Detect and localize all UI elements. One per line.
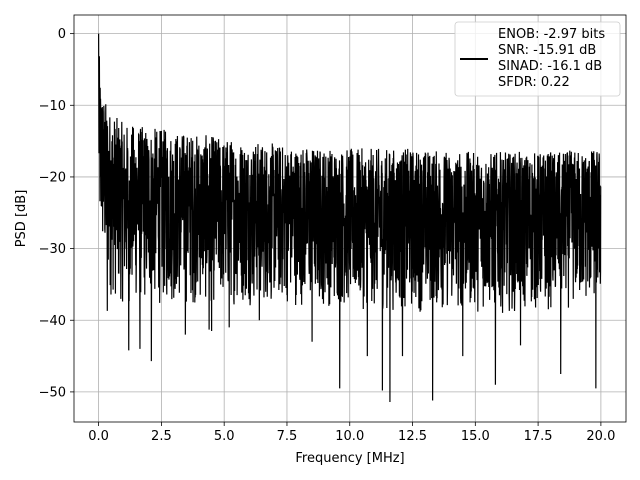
y-axis-label: PSD [dB]	[14, 190, 29, 248]
x-tick-label: 2.5	[151, 429, 172, 444]
x-tick-label: 7.5	[277, 429, 298, 444]
y-tick-label: 0	[58, 27, 66, 42]
y-tick-label: −10	[39, 99, 66, 114]
x-axis-label: Frequency [MHz]	[295, 451, 404, 466]
legend-entry: ENOB: -2.97 bits SNR: -15.91 dB SINAD: -16…	[498, 27, 605, 90]
x-tick-label: 0.0	[88, 429, 109, 444]
legend: ENOB: -2.97 bits SNR: -15.91 dB SINAD: -16…	[454, 21, 621, 97]
legend-box	[454, 21, 621, 97]
x-tick-label: 10.0	[335, 429, 364, 444]
y-tick-label: −30	[39, 242, 66, 257]
legend-line: SINAD: -16.1 dB	[498, 59, 602, 74]
legend-line: SNR: -15.91 dB	[498, 43, 596, 58]
x-tick-label: 12.5	[398, 429, 427, 444]
series-psd	[98, 33, 602, 402]
y-tick-label: −40	[39, 314, 66, 329]
y-axis-ticks: 0 −10 −20 −30 −40 −50	[39, 27, 74, 400]
y-tick-label: −50	[39, 385, 66, 400]
legend-line: SFDR: 0.22	[498, 75, 570, 90]
psd-line	[98, 33, 602, 402]
x-tick-label: 17.5	[524, 429, 553, 444]
y-tick-label: −20	[39, 170, 66, 185]
x-tick-label: 15.0	[461, 429, 490, 444]
x-axis-ticks: 0.0 2.5 5.0 7.5 10.0 12.5 15.0 17.5 20.0	[88, 422, 615, 444]
legend-line: ENOB: -2.97 bits	[498, 27, 605, 42]
x-tick-label: 20.0	[586, 429, 615, 444]
x-tick-label: 5.0	[214, 429, 235, 444]
